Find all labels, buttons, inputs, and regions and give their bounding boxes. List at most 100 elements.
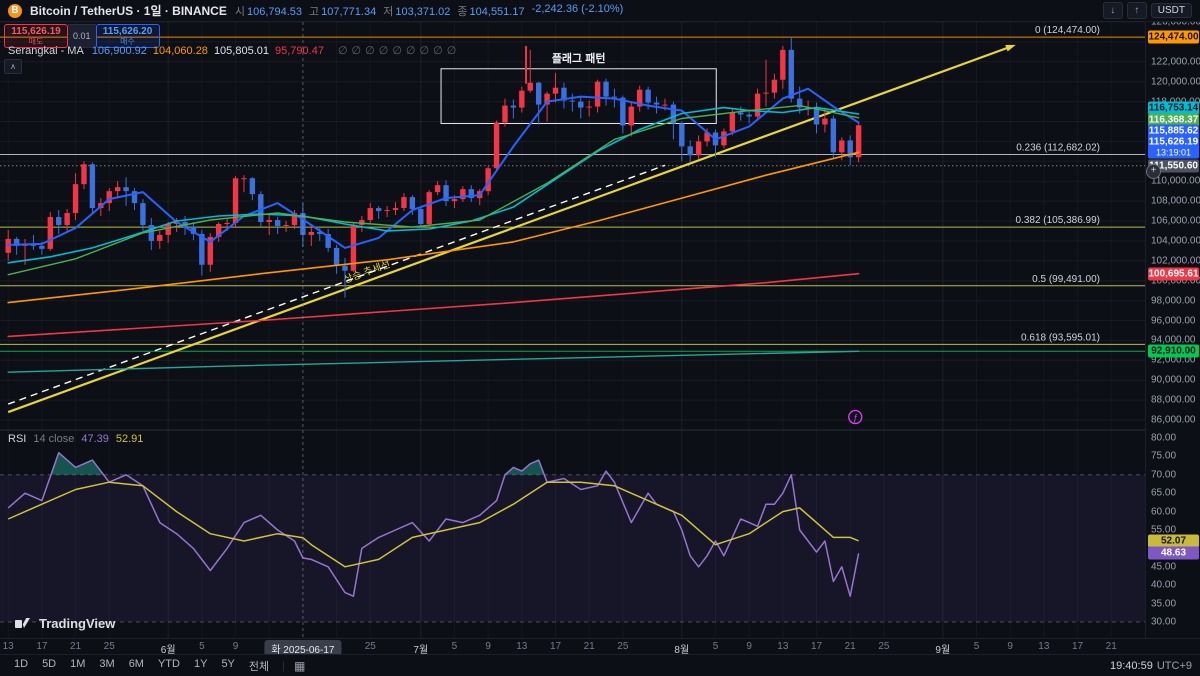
candle-body[interactable] xyxy=(443,185,449,202)
rsi-name[interactable]: RSI xyxy=(8,433,27,445)
price-axis-tag[interactable]: 92,910.00 xyxy=(1148,344,1199,358)
arrow-up-button[interactable]: ↑ xyxy=(1126,2,1147,19)
hidden-indicator-icon[interactable]: ∅ xyxy=(446,45,457,57)
candle-body[interactable] xyxy=(207,236,213,265)
candle-body[interactable] xyxy=(830,118,837,153)
candle-body[interactable] xyxy=(780,49,786,80)
currency-toggle-button[interactable]: USDT xyxy=(1150,3,1192,18)
candle-body[interactable] xyxy=(114,187,121,192)
hidden-indicator-icon[interactable]: ∅ xyxy=(419,45,430,57)
candle-body[interactable] xyxy=(47,217,53,249)
candle-body[interactable] xyxy=(502,105,508,123)
candle-body[interactable] xyxy=(847,140,853,158)
candle-body[interactable] xyxy=(586,106,592,108)
candle-body[interactable] xyxy=(359,220,365,225)
candle-body[interactable] xyxy=(409,197,416,210)
candle-body[interactable] xyxy=(788,49,794,99)
candle-body[interactable] xyxy=(855,125,862,158)
flag-pattern-box[interactable] xyxy=(440,68,717,124)
candle-body[interactable] xyxy=(839,140,845,153)
candle-body[interactable] xyxy=(199,233,205,265)
hidden-indicator-icon[interactable]: ∅ xyxy=(337,45,348,57)
candle-body[interactable] xyxy=(258,194,264,222)
candle-body[interactable] xyxy=(721,131,727,146)
hidden-indicator-icon[interactable]: ∅ xyxy=(351,45,362,57)
pane-collapse-button[interactable]: ∧ xyxy=(4,59,22,74)
range-button-6M[interactable]: 6M xyxy=(128,657,144,670)
candle-body[interactable] xyxy=(426,192,432,224)
symbol-title[interactable]: Bitcoin / TetherUS · 1일 · BINANCE xyxy=(30,4,227,18)
candle-body[interactable] xyxy=(333,247,340,266)
candle-body[interactable] xyxy=(460,189,466,200)
candle-body[interactable] xyxy=(771,79,778,93)
candle-body[interactable] xyxy=(620,97,626,126)
candle-body[interactable] xyxy=(392,208,399,211)
hidden-indicator-icon[interactable]: ∅ xyxy=(392,45,402,57)
price-axis-tag[interactable]: 100,695.61 xyxy=(1148,267,1199,281)
candle-body[interactable] xyxy=(637,89,643,107)
candle-body[interactable] xyxy=(190,226,197,234)
candle-body[interactable] xyxy=(763,92,769,94)
candle-body[interactable] xyxy=(317,231,323,234)
candle-body[interactable] xyxy=(89,164,96,209)
candle-body[interactable] xyxy=(342,265,348,271)
candle-body[interactable] xyxy=(384,210,390,212)
candle-body[interactable] xyxy=(493,122,500,169)
candle-body[interactable] xyxy=(704,132,710,142)
ma-line-mid-teal[interactable] xyxy=(7,106,860,264)
candle-body[interactable] xyxy=(695,141,702,156)
candle-body[interactable] xyxy=(628,106,634,126)
candle-body[interactable] xyxy=(131,191,138,204)
ma-line-slow-orange[interactable] xyxy=(7,151,860,304)
candle-body[interactable] xyxy=(746,114,752,117)
current-price-tag[interactable]: 115,626.19 13:19:01 xyxy=(1148,135,1199,159)
candle-body[interactable] xyxy=(123,187,129,192)
trend-line[interactable] xyxy=(7,45,1011,414)
price-axis-tag[interactable]: 124,474.00 xyxy=(1148,30,1199,44)
indicator-name[interactable]: Serangkai - MA xyxy=(8,44,84,57)
candle-body[interactable] xyxy=(157,234,163,241)
candle-body[interactable] xyxy=(249,178,256,195)
candle-body[interactable] xyxy=(527,82,533,91)
candle-body[interactable] xyxy=(485,168,491,192)
rsi-ma-line[interactable] xyxy=(7,481,859,568)
candle-body[interactable] xyxy=(662,104,668,106)
candle-body[interactable] xyxy=(367,208,373,221)
candle-body[interactable] xyxy=(544,93,550,105)
range-button-전체[interactable]: 전체 xyxy=(248,660,270,673)
candle-body[interactable] xyxy=(418,209,424,224)
range-button-1Y[interactable]: 1Y xyxy=(193,657,208,670)
candle-body[interactable] xyxy=(56,217,62,225)
candle-body[interactable] xyxy=(603,81,609,97)
candle-body[interactable] xyxy=(535,82,542,105)
tradingview-watermark[interactable]: TradingView xyxy=(14,614,115,633)
crosshair-date-badge[interactable]: 화 2025-06-17 xyxy=(264,640,342,657)
ma-line-long-green[interactable] xyxy=(7,350,860,373)
range-button-YTD[interactable]: YTD xyxy=(157,657,180,670)
price-axis-tag[interactable]: 116,753.14 xyxy=(1148,101,1199,115)
hidden-indicator-icon[interactable]: ∅ xyxy=(378,45,389,57)
candle-body[interactable] xyxy=(519,90,525,108)
candle-body[interactable] xyxy=(729,112,736,132)
candle-body[interactable] xyxy=(274,220,281,226)
time-axis[interactable]: 13 17 21 25 6월 5 9 13 21 25 7월 5 9 13 17 21 25 8월 5 9 13 17 21… xyxy=(0,638,1200,657)
candle-body[interactable] xyxy=(468,189,474,199)
candle-body[interactable] xyxy=(510,105,517,108)
candle-body[interactable] xyxy=(611,96,618,98)
candle-body[interactable] xyxy=(148,224,155,241)
rsi-axis-tag[interactable]: 48.63 xyxy=(1148,546,1199,560)
candle-body[interactable] xyxy=(679,123,685,147)
range-button-5D[interactable]: 5D xyxy=(42,657,57,670)
candle-body[interactable] xyxy=(552,87,559,94)
ma-line-slow-red[interactable] xyxy=(7,272,860,338)
candle-body[interactable] xyxy=(308,231,315,235)
rsi-axis-tag[interactable]: 52.07 xyxy=(1148,534,1199,548)
candle-body[interactable] xyxy=(594,81,601,107)
candle-body[interactable] xyxy=(291,213,298,225)
candle-body[interactable] xyxy=(39,245,45,249)
price-axis[interactable]: 126,000.00122,000.00120,000.00118,000.00… xyxy=(1145,0,1200,638)
ma-line-mid-green[interactable] xyxy=(7,104,860,276)
hidden-indicator-icon[interactable]: ∅ xyxy=(433,45,443,57)
candle-body[interactable] xyxy=(325,233,331,248)
candle-body[interactable] xyxy=(569,100,576,102)
